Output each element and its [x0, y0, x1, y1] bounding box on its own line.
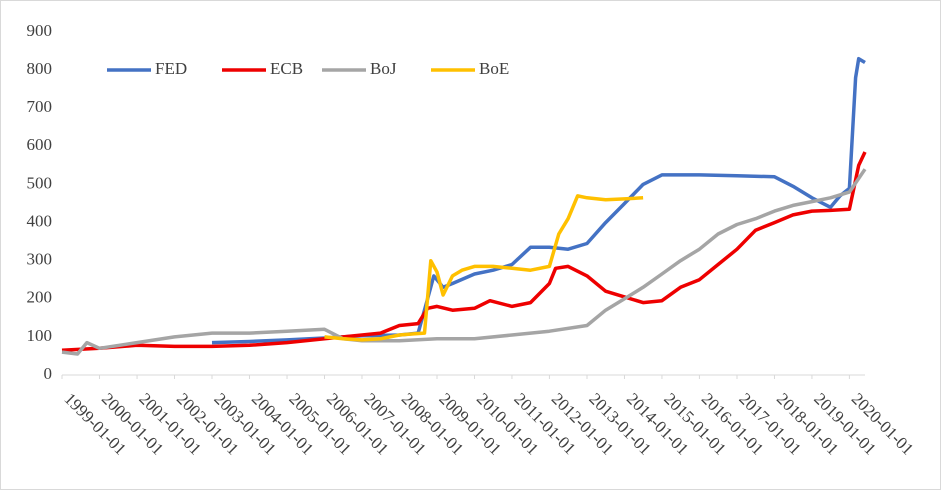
y-tick-label: 300 [27, 250, 53, 269]
y-tick-label: 100 [27, 326, 53, 345]
y-tick-label: 900 [27, 21, 53, 40]
y-tick-label: 200 [27, 288, 53, 307]
y-tick-label: 600 [27, 135, 53, 154]
y-tick-label: 400 [27, 211, 53, 230]
legend-label: BoJ [370, 59, 397, 78]
series-line [61, 151, 867, 352]
y-tick-label: 800 [27, 59, 53, 78]
y-tick-label: 500 [27, 173, 53, 192]
legend-label: BoE [479, 59, 509, 78]
y-tick-label: 0 [44, 364, 53, 383]
series-line [61, 168, 867, 356]
legend-label: ECB [270, 59, 303, 78]
series-line [324, 194, 644, 342]
y-tick-label: 700 [27, 97, 53, 116]
legend-label: FED [155, 59, 187, 78]
